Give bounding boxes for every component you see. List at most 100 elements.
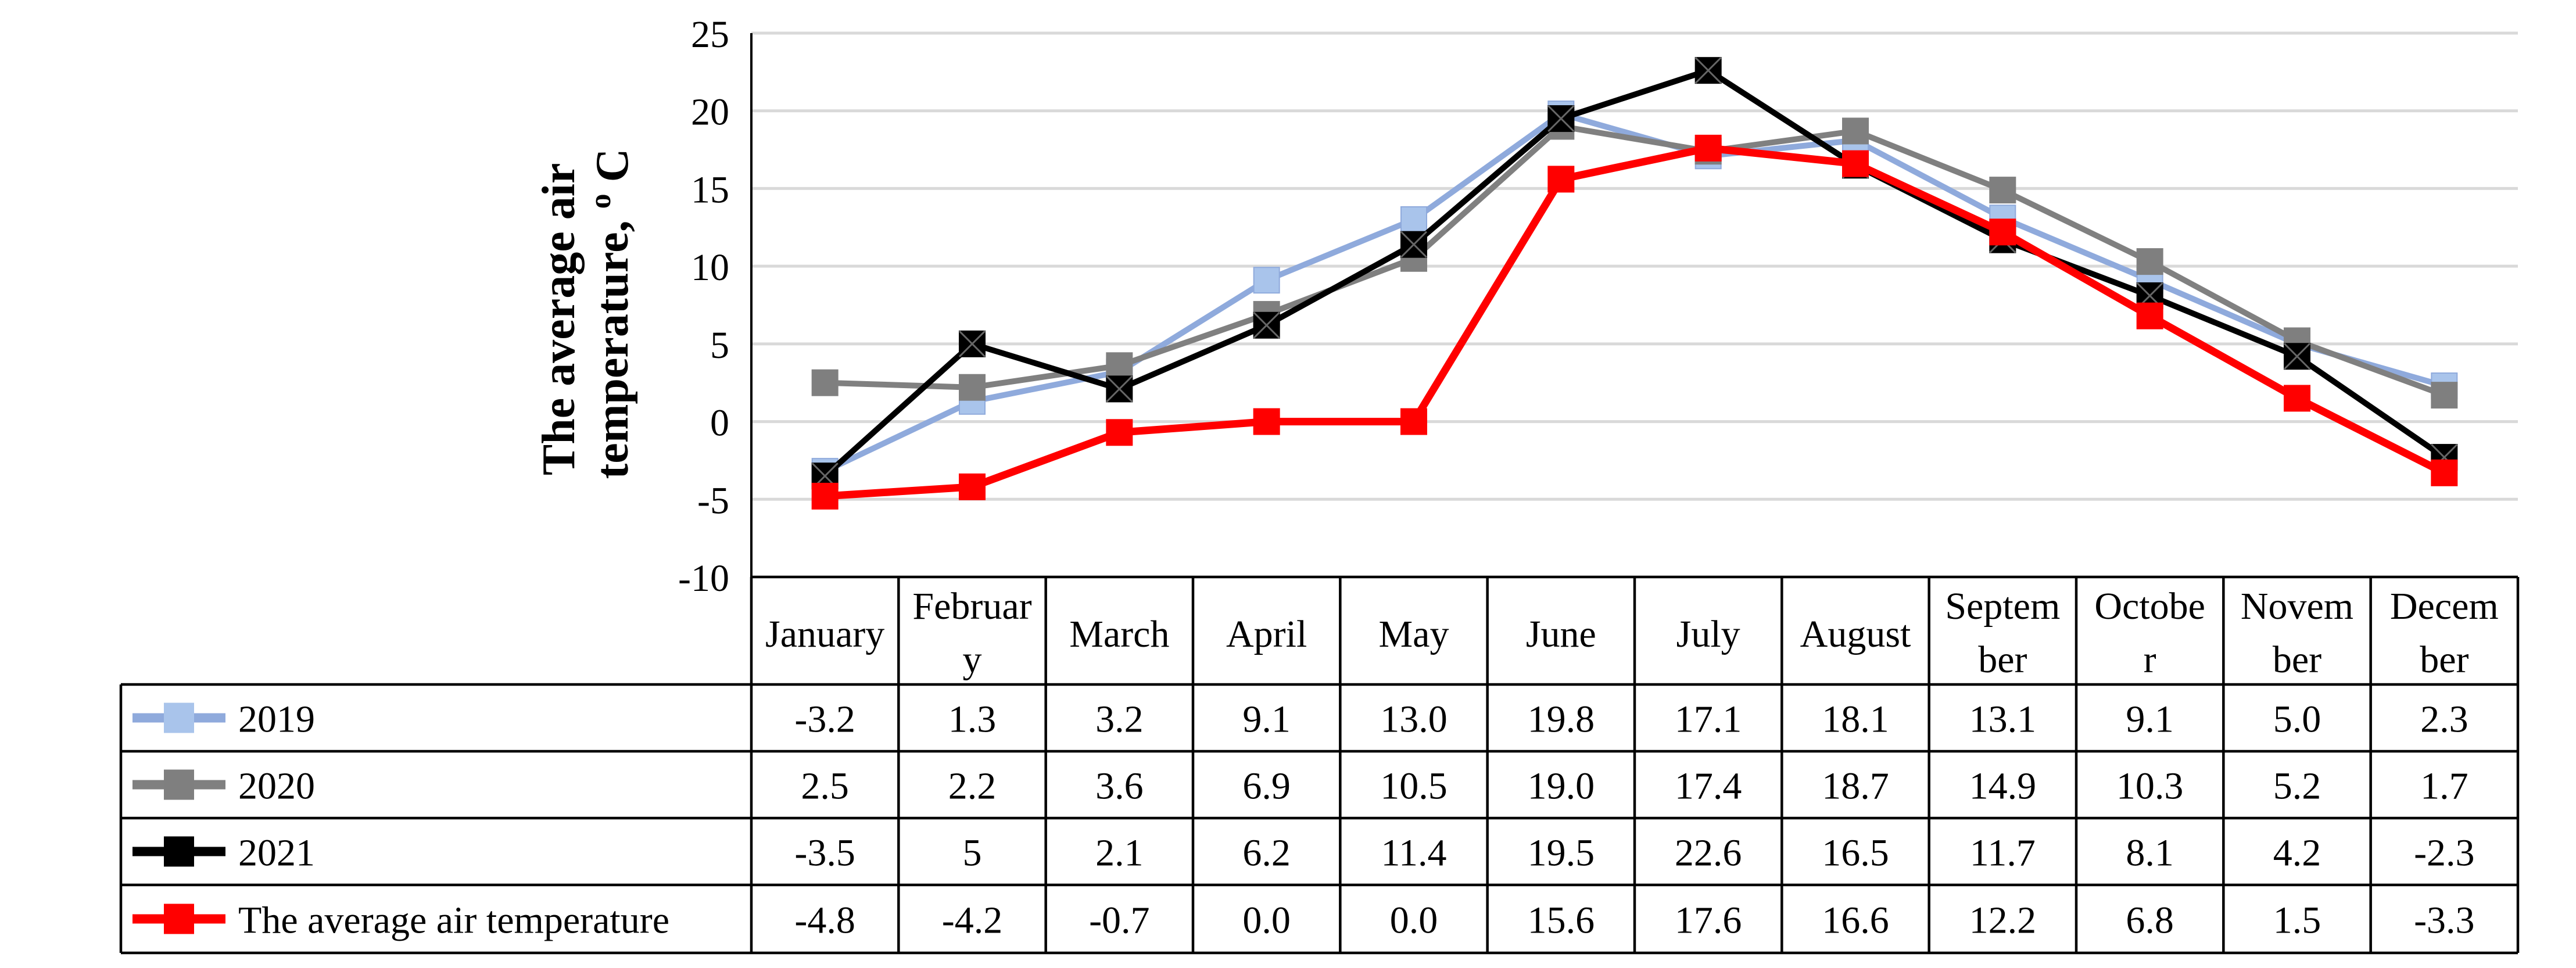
- table-cell-value: 17.4: [1675, 765, 1742, 808]
- legend-entry: 2021: [132, 832, 315, 874]
- table-cell-value: 6.8: [2126, 899, 2174, 942]
- data-point: [2284, 385, 2310, 412]
- data-point-cross: [1253, 311, 1280, 339]
- data-point: [1253, 267, 1280, 294]
- y-axis-label-line-2: temperature,: [587, 209, 638, 479]
- table-cell-value: 5.2: [2273, 765, 2321, 808]
- table-cell-value: 19.0: [1528, 765, 1595, 808]
- data-point-cross: [2283, 343, 2311, 370]
- table-cell-value: -3.3: [2414, 899, 2474, 942]
- category-label: y: [963, 639, 982, 681]
- table-cell-value: 19.8: [1528, 698, 1595, 741]
- data-point: [2431, 382, 2458, 409]
- data-point: [1842, 117, 1869, 145]
- series-line: [825, 123, 2446, 398]
- category-label: May: [1379, 613, 1449, 655]
- table-cell-value: 4.2: [2273, 832, 2321, 874]
- table-cell-value: 17.1: [1675, 698, 1742, 741]
- data-point-cross: [1694, 57, 1722, 84]
- table-cell-value: 3.6: [1095, 765, 1144, 808]
- y-axis-label-superscript: o: [584, 193, 617, 209]
- y-tick-label: 25: [691, 13, 729, 56]
- table-cell-value: 11.7: [1970, 832, 2036, 874]
- table-cell-value: -3.5: [794, 832, 855, 874]
- table-cell-value: 22.6: [1675, 832, 1742, 874]
- y-tick-label: -10: [678, 557, 729, 600]
- series-line: [825, 144, 2446, 500]
- y-axis-title: The average air temperature, o C: [533, 149, 638, 479]
- table-cell-value: 8.1: [2126, 832, 2174, 874]
- category-label: April: [1226, 613, 1307, 655]
- y-tick-label: 20: [691, 91, 729, 134]
- series-3: [811, 134, 2458, 510]
- legend-marker: [164, 904, 194, 934]
- y-tick-label: 0: [710, 402, 729, 444]
- table-cell-value: -0.7: [1089, 899, 1149, 942]
- y-axis-label: The average air temperature, o C: [533, 149, 638, 479]
- table-cell-value: 5: [963, 832, 982, 874]
- series-name: The average air temperature: [238, 899, 669, 942]
- data-point-cross: [1400, 231, 1428, 258]
- legend-marker: [164, 769, 194, 800]
- series-name: 2019: [238, 698, 315, 741]
- data-point: [1253, 408, 1280, 435]
- data-point: [1106, 352, 1133, 379]
- category-label: ber: [2273, 639, 2321, 681]
- data-point: [2136, 302, 2163, 329]
- table-cell-value: 1.3: [948, 698, 997, 741]
- legend-marker: [164, 836, 194, 867]
- table-cell-value: 18.7: [1822, 765, 1889, 808]
- table-cell-value: 6.2: [1242, 832, 1291, 874]
- y-axis: -10 -5 0 5 10 15 20 25: [678, 13, 753, 600]
- category-label: July: [1676, 613, 1740, 655]
- category-label: Decem: [2390, 585, 2499, 628]
- category-label: Septem: [1945, 585, 2060, 628]
- table-cell-value: -4.8: [794, 899, 855, 942]
- table-cell-value: 10.3: [2116, 765, 2184, 808]
- data-point: [1989, 177, 2016, 204]
- series-name: 2021: [238, 832, 315, 874]
- y-tick-label: 10: [691, 246, 729, 289]
- category-label: r: [2144, 639, 2156, 681]
- table-cell-value: 6.9: [1242, 765, 1291, 808]
- category-label: June: [1526, 613, 1596, 655]
- category-label: March: [1069, 613, 1169, 655]
- table-cell-value: 16.5: [1822, 832, 1889, 874]
- category-label: ber: [2420, 639, 2468, 681]
- data-point: [959, 473, 986, 500]
- table-cell-value: 9.1: [2126, 698, 2174, 741]
- table-cell-value: 3.2: [1095, 698, 1144, 741]
- data-point: [1989, 218, 2016, 246]
- table-cell-value: 1.7: [2420, 765, 2468, 808]
- table-cell-value: 17.6: [1675, 899, 1742, 942]
- series-line: [823, 67, 2446, 478]
- data-point-cross: [1106, 375, 1133, 403]
- data-point-cross: [958, 330, 986, 357]
- table-cell-value: 1.5: [2273, 899, 2321, 942]
- series-lines: [811, 57, 2458, 510]
- table-cell-value: 16.6: [1822, 899, 1889, 942]
- table-cell-value: 0.0: [1242, 899, 1291, 942]
- category-label: January: [765, 613, 884, 655]
- data-point: [2431, 459, 2458, 486]
- legend-entry: The average air temperature: [132, 899, 669, 942]
- category-label: Februar: [912, 585, 1031, 628]
- data-point: [2136, 248, 2163, 275]
- category-label: ber: [1978, 639, 2027, 681]
- table-cell-value: 2.3: [2420, 698, 2468, 741]
- data-point: [1694, 134, 1722, 162]
- table-cell-value: 19.5: [1528, 832, 1595, 874]
- table-cell-value: 2.1: [1095, 832, 1144, 874]
- table-cell-value: 15.6: [1528, 899, 1595, 942]
- legend-marker: [164, 702, 194, 733]
- gridlines: [751, 31, 2518, 501]
- y-tick-label: 5: [710, 324, 729, 367]
- series-line: [823, 111, 2445, 474]
- table-cell-value: 18.1: [1822, 698, 1889, 741]
- y-axis-label-unit: C: [587, 149, 638, 182]
- data-point-cross: [1547, 105, 1575, 132]
- table-cell-value: 5.0: [2273, 698, 2321, 741]
- data-point: [1400, 206, 1427, 233]
- table-cell-value: 12.2: [1969, 899, 2037, 942]
